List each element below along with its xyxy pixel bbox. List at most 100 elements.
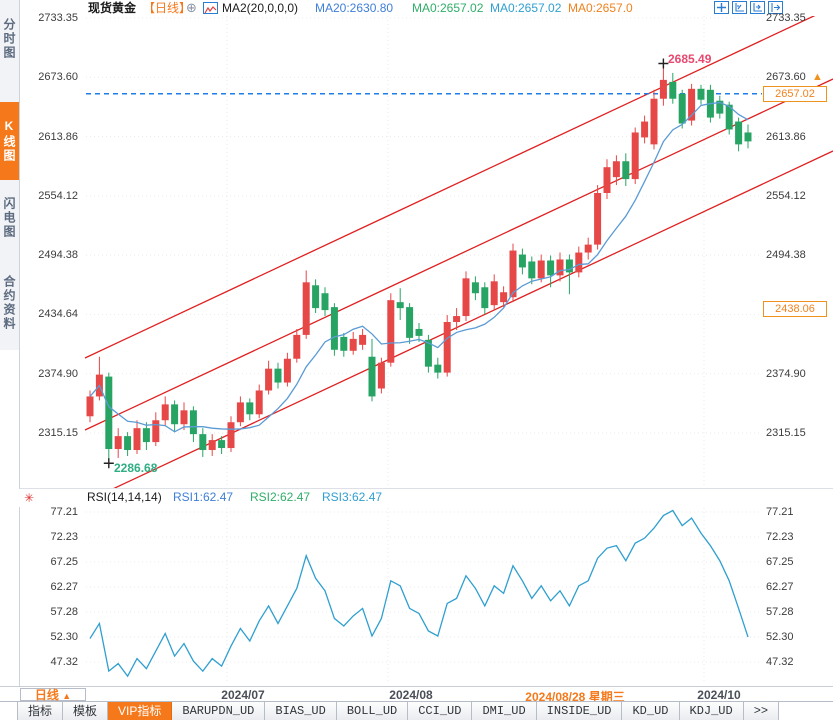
indicator-tab[interactable]: INSIDE_UD [536, 702, 623, 720]
candle-body [453, 316, 461, 323]
candle-body [387, 300, 395, 363]
rsi-tick: 47.32 [766, 656, 794, 668]
candlestick-chart[interactable] [20, 16, 833, 489]
sidebar-tab-kline[interactable]: K线图 [0, 102, 19, 180]
trend-channel-line [84, 78, 833, 431]
candle-body [471, 282, 479, 294]
left-sidebar: 分时图 K线图 闪电图 合约资料 [0, 0, 20, 686]
rsi-tick: 52.30 [50, 631, 78, 643]
indicator-settings-icon[interactable]: ✳ [24, 491, 35, 505]
trend-channel-line [84, 16, 816, 359]
candle-body [716, 100, 724, 114]
add-indicator-icon[interactable]: ⊕ [186, 0, 197, 15]
price-up-arrow-icon: ▲ [812, 71, 823, 83]
candle-body [114, 436, 122, 450]
price-tick: 2494.38 [766, 249, 806, 262]
alert-price-box: 2438.06 [763, 301, 827, 317]
candle-body [462, 278, 470, 317]
candle-body [406, 307, 414, 338]
candle-body [565, 259, 573, 273]
candle-body [725, 104, 733, 130]
candle-body [697, 88, 705, 100]
sidebar-empty [0, 350, 19, 686]
candle-body [255, 390, 263, 415]
current-price-box: 2657.02 [763, 86, 827, 102]
date-tick: 2024/07 [221, 688, 265, 702]
candle-body [105, 376, 113, 450]
ma0-value-2: MA0:2657.02 [490, 1, 562, 15]
indicator-tab[interactable]: BOLL_UD [336, 702, 409, 720]
pan-icon[interactable] [714, 1, 729, 14]
indicator-tab[interactable]: CCI_UD [408, 702, 473, 720]
candle-body [659, 79, 667, 99]
mini-chart-icon[interactable] [203, 2, 218, 14]
candle-body [396, 302, 404, 309]
candle-body [152, 420, 160, 443]
crosshair-date-label: 2024/08/28 星期三 [525, 690, 625, 704]
candle-body [575, 252, 583, 273]
rsi-chart[interactable] [20, 508, 833, 685]
ma0-value-1: MA0:2657.02 [412, 1, 484, 15]
rsi-tick: 62.27 [50, 580, 78, 593]
ma20-value: MA20:2630.80 [315, 1, 394, 15]
sidebar-tab-flash[interactable]: 闪电图 [2, 197, 16, 239]
price-tick: 2374.90 [766, 367, 806, 380]
axis-zoom-icon[interactable] [732, 1, 747, 14]
candle-body [377, 362, 385, 389]
sidebar-tab-timeline[interactable]: 分时图 [2, 18, 16, 60]
rsi-header: ✳ RSI(14,14,14) RSI1:62.47 RSI2:62.47 RS… [0, 489, 833, 507]
price-tick: 2554.12 [38, 189, 78, 202]
tab-bar-corner [0, 702, 18, 720]
period-selector[interactable]: 日线 ▲ [20, 688, 86, 701]
page-forward-icon[interactable] [768, 1, 783, 14]
candle-body [528, 261, 536, 279]
candle-body [208, 440, 216, 451]
rsi-tick: 67.25 [50, 555, 78, 568]
indicator-tab[interactable]: KDJ_UD [679, 702, 744, 720]
candle-body [509, 250, 517, 298]
candle-body [744, 132, 752, 142]
indicator-tab[interactable]: 指标 [18, 702, 64, 720]
rsi-tick: 57.28 [50, 606, 78, 619]
candle-body [236, 402, 244, 423]
date-tick: 2024/08 [389, 688, 433, 702]
rsi-tick: 62.27 [766, 580, 794, 593]
extreme-marker [658, 58, 669, 69]
candle-body [142, 428, 150, 443]
ma0-value-3: MA0:2657.0 [568, 1, 633, 15]
candle-body [443, 322, 451, 373]
candle-body [688, 88, 696, 121]
indicator-tab[interactable]: KD_UD [622, 702, 680, 720]
indicator-tab[interactable]: BIAS_UD [265, 702, 337, 720]
sidebar-tab-contract[interactable]: 合约资料 [2, 275, 16, 331]
rsi-tick: 67.25 [766, 555, 794, 568]
axis-pan-right-icon[interactable] [750, 1, 765, 14]
rsi-tick: 77.21 [50, 506, 78, 518]
more-tabs-button[interactable]: >> [743, 702, 780, 720]
indicator-tab[interactable]: BARUPDN_UD [172, 702, 266, 720]
candle-body [490, 281, 498, 306]
xaxis-strip: 日线 ▲ 2024/07 2024/08 2024/08/28 星期三 2024/10 [0, 686, 833, 704]
candle-body [481, 287, 489, 309]
candle-body [622, 161, 630, 180]
candle-body [340, 336, 348, 351]
price-tick: 2733.35 [766, 12, 806, 24]
candle-body [265, 368, 273, 391]
indicator-tab[interactable]: DMI_UD [472, 702, 537, 720]
indicator-tab-bar: 指标 模板 VIP指标 BARUPDN_UD BIAS_UD BOLL_UD CCI_UD D… [0, 701, 833, 720]
indicator-tab[interactable]: VIP指标 [108, 702, 173, 720]
price-tick: 2613.86 [766, 130, 806, 143]
candle-body [669, 81, 677, 99]
candle-body [500, 292, 508, 303]
candle-body [631, 132, 639, 180]
indicator-tab[interactable]: 模板 [63, 702, 109, 720]
rsi-tick: 72.23 [766, 530, 794, 543]
date-tick: 2024/10 [697, 688, 741, 702]
candle-body [518, 254, 526, 268]
candle-body [189, 410, 197, 435]
candle-body [650, 98, 658, 145]
candle-body [424, 339, 432, 367]
candle-body [180, 410, 188, 425]
price-tick: 2434.64 [38, 308, 78, 321]
rsi-tick: 52.30 [766, 631, 794, 643]
